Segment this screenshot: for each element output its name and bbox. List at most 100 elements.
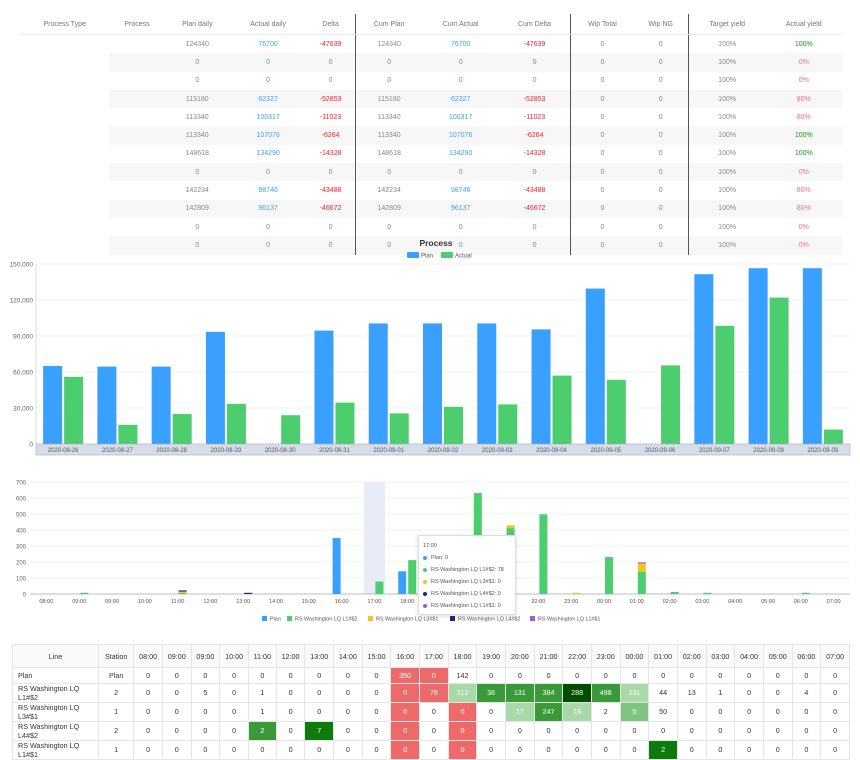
column-header[interactable]: Station xyxy=(97,644,135,668)
bar-plan[interactable] xyxy=(398,571,407,594)
datazoom-slider[interactable] xyxy=(35,443,851,456)
legend-swatch[interactable] xyxy=(262,616,267,621)
bar-plan[interactable] xyxy=(531,329,551,444)
column-header[interactable]: Plan daily xyxy=(164,14,230,35)
bar-plan[interactable] xyxy=(585,288,605,444)
bar-actual[interactable] xyxy=(769,297,789,444)
column-header[interactable]: 02:00 xyxy=(676,644,707,668)
chart-legend[interactable]: Plan RS Washington LQ L1#$2 RS Washington … xyxy=(262,616,600,623)
legend-label[interactable]: RS Washington LQ L1#$1 xyxy=(538,617,600,623)
column-header[interactable]: 16:00 xyxy=(390,644,421,668)
bar-plan[interactable] xyxy=(802,268,822,444)
legend-swatch[interactable] xyxy=(407,252,419,258)
column-header[interactable]: 19:00 xyxy=(476,644,506,668)
legend-swatch[interactable] xyxy=(287,616,292,621)
column-header[interactable]: Wip Total xyxy=(570,14,634,35)
column-header[interactable]: 01:00 xyxy=(648,644,678,668)
bar-actual[interactable] xyxy=(606,379,626,444)
column-header[interactable]: Target yield xyxy=(687,14,766,35)
bar-actual[interactable] xyxy=(498,404,518,444)
bar-actual[interactable] xyxy=(226,403,246,444)
bar-plan[interactable] xyxy=(314,330,334,444)
column-header[interactable]: 10:00 xyxy=(219,644,249,668)
column-header[interactable]: 08:00 xyxy=(133,644,163,668)
bar-station[interactable] xyxy=(703,592,712,594)
bar-station[interactable] xyxy=(244,592,253,594)
bar-station[interactable] xyxy=(375,581,384,594)
bar-plan[interactable] xyxy=(205,331,225,444)
bar-actual[interactable] xyxy=(64,376,84,444)
column-header[interactable]: 09:00 xyxy=(161,644,192,668)
column-header[interactable]: Process xyxy=(109,14,165,35)
legend-swatch[interactable] xyxy=(441,252,453,258)
column-header[interactable]: 15:00 xyxy=(361,644,392,668)
bar-station[interactable] xyxy=(605,557,613,594)
bar-station[interactable] xyxy=(178,591,187,593)
column-header[interactable]: 07:00 xyxy=(820,644,850,668)
bar-station[interactable] xyxy=(539,514,548,594)
bar-station[interactable] xyxy=(80,592,89,594)
column-header[interactable]: 00:00 xyxy=(619,644,650,668)
bar-station[interactable] xyxy=(408,560,417,594)
bar-station[interactable] xyxy=(572,592,581,594)
bar-actual[interactable] xyxy=(552,375,572,444)
legend-label[interactable]: RS Washington LQ L3#$1 xyxy=(376,617,438,623)
bar-plan[interactable] xyxy=(423,323,442,444)
column-header[interactable]: Cum Plan xyxy=(354,14,423,35)
column-header[interactable]: 22:00 xyxy=(562,644,592,668)
bar-station[interactable] xyxy=(637,562,646,564)
column-header[interactable]: 11:00 xyxy=(247,644,277,668)
column-header[interactable]: Line xyxy=(12,644,99,668)
column-header[interactable]: 23:00 xyxy=(590,644,621,668)
chart-legend[interactable]: Plan Actual xyxy=(407,252,472,260)
legend-swatch[interactable] xyxy=(530,616,535,621)
column-header[interactable]: Cum Delta xyxy=(498,14,571,35)
bar-plan[interactable] xyxy=(477,323,497,444)
column-header[interactable]: 09:00 xyxy=(190,644,221,668)
bar-station[interactable] xyxy=(637,571,646,594)
column-header[interactable]: 20:00 xyxy=(504,644,535,668)
bar-actual[interactable] xyxy=(389,413,409,444)
bar-station[interactable] xyxy=(801,592,810,594)
legend-label[interactable]: RS Washington LQ L4#$2 xyxy=(458,617,520,623)
column-header[interactable]: 21:00 xyxy=(533,644,564,668)
bar-plan[interactable] xyxy=(151,366,171,444)
bar-actual[interactable] xyxy=(823,429,843,444)
column-header[interactable]: 17:00 xyxy=(419,644,449,668)
column-header[interactable]: 18:00 xyxy=(447,644,478,668)
bar-actual[interactable] xyxy=(172,414,192,444)
column-header[interactable]: 12:00 xyxy=(275,644,306,668)
column-header[interactable]: 06:00 xyxy=(791,644,822,668)
legend-label[interactable]: RS Washington LQ L1#$2 xyxy=(295,617,357,623)
legend-label[interactable]: Plan xyxy=(421,254,433,260)
bar-actual[interactable] xyxy=(661,365,681,444)
bar-plan[interactable] xyxy=(332,538,341,594)
column-header[interactable]: Process Type xyxy=(20,14,110,35)
legend-label[interactable]: Actual xyxy=(455,254,472,260)
bar-plan[interactable] xyxy=(748,268,768,444)
bar-plan[interactable] xyxy=(97,366,117,444)
bar-actual[interactable] xyxy=(444,406,463,444)
legend-swatch[interactable] xyxy=(368,616,373,621)
column-header[interactable]: Actual yield xyxy=(765,14,842,35)
bar-actual[interactable] xyxy=(118,424,138,444)
bar-plan[interactable] xyxy=(694,274,714,444)
bar-station[interactable] xyxy=(178,592,187,594)
bar-station[interactable] xyxy=(670,591,679,594)
legend-label[interactable]: Plan xyxy=(270,617,281,623)
column-header[interactable]: Delta xyxy=(306,14,356,35)
bar-station[interactable] xyxy=(178,590,187,592)
bar-actual[interactable] xyxy=(281,415,301,444)
column-header[interactable]: 03:00 xyxy=(705,644,736,668)
bar-station[interactable] xyxy=(637,563,646,572)
column-header[interactable]: Actual daily xyxy=(229,14,307,35)
column-header[interactable]: 13:00 xyxy=(304,644,335,668)
column-header[interactable]: 05:00 xyxy=(762,644,793,668)
bar-station[interactable] xyxy=(506,525,515,529)
column-header[interactable]: Cum Actual xyxy=(422,14,499,35)
bar-actual[interactable] xyxy=(335,402,355,444)
column-header[interactable]: 04:00 xyxy=(734,644,764,668)
column-header[interactable]: Wip NG xyxy=(633,14,689,35)
legend-swatch[interactable] xyxy=(450,616,455,621)
bar-plan[interactable] xyxy=(368,323,388,444)
